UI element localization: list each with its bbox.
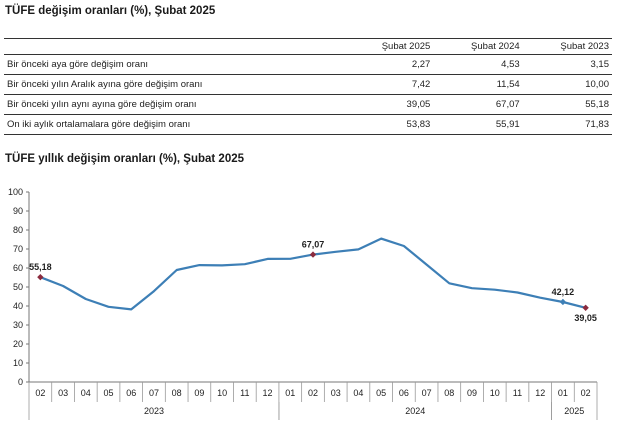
y-tick-label: 70 bbox=[13, 244, 23, 254]
chart-title: TÜFE yıllık değişim oranları (%), Şubat … bbox=[5, 153, 245, 165]
y-tick-label: 60 bbox=[13, 263, 23, 273]
rates-table: Şubat 2025 Şubat 2024 Şubat 2023 Bir önc… bbox=[4, 38, 612, 135]
data-point-marker bbox=[559, 298, 567, 306]
x-tick-label: 09 bbox=[194, 388, 204, 398]
x-tick-label: 11 bbox=[240, 388, 249, 398]
header-cell bbox=[4, 38, 344, 55]
table-cell: 71,83 bbox=[522, 114, 612, 135]
data-point-marker bbox=[582, 304, 589, 312]
year-label: 2024 bbox=[405, 406, 425, 416]
row-label: On iki aylık ortalamalara göre değişim o… bbox=[4, 114, 344, 135]
table-cell: 4,53 bbox=[433, 54, 523, 75]
row-label: Bir önceki aya göre değişim oranı bbox=[4, 54, 344, 75]
x-tick-label: 01 bbox=[558, 388, 568, 398]
year-label: 2025 bbox=[564, 406, 584, 416]
x-tick-label: 02 bbox=[35, 388, 45, 398]
row-label: Bir önceki yılın aynı ayına göre değişim… bbox=[4, 94, 344, 115]
x-tick-label: 01 bbox=[285, 388, 295, 398]
x-tick-label: 08 bbox=[444, 388, 454, 398]
y-tick-label: 30 bbox=[13, 320, 23, 330]
x-tick-label: 06 bbox=[126, 388, 136, 398]
x-tick-label: 08 bbox=[172, 388, 182, 398]
y-tick-label: 80 bbox=[13, 225, 23, 235]
table-row: On iki aylık ortalamalara göre değişim o… bbox=[4, 114, 612, 135]
x-tick-label: 12 bbox=[535, 388, 545, 398]
x-tick-label: 04 bbox=[353, 388, 363, 398]
x-tick-label: 03 bbox=[58, 388, 68, 398]
header-cell: Şubat 2025 bbox=[344, 38, 434, 55]
y-tick-label: 0 bbox=[18, 377, 23, 387]
x-tick-label: 10 bbox=[217, 388, 227, 398]
y-tick-label: 40 bbox=[13, 301, 23, 311]
data-point-marker bbox=[37, 273, 44, 281]
header-cell: Şubat 2023 bbox=[522, 38, 612, 55]
table-cell: 2,27 bbox=[344, 54, 434, 75]
table-cell: 55,18 bbox=[522, 94, 612, 115]
x-tick-label: 12 bbox=[263, 388, 273, 398]
x-tick-label: 11 bbox=[513, 388, 522, 398]
y-tick-label: 20 bbox=[13, 339, 23, 349]
data-label: 42,12 bbox=[552, 287, 575, 297]
x-tick-label: 07 bbox=[149, 388, 159, 398]
table-cell: 67,07 bbox=[433, 94, 523, 115]
table-cell: 11,54 bbox=[433, 74, 523, 95]
x-tick-label: 05 bbox=[376, 388, 386, 398]
y-tick-label: 50 bbox=[13, 282, 23, 292]
table-cell: 10,00 bbox=[522, 74, 612, 95]
data-point-marker bbox=[309, 251, 317, 258]
table-cell: 7,42 bbox=[344, 74, 434, 95]
y-tick-label: 10 bbox=[13, 358, 23, 368]
table-cell: 3,15 bbox=[522, 54, 612, 75]
y-tick-label: 90 bbox=[13, 206, 23, 216]
table-header-row: Şubat 2025 Şubat 2024 Şubat 2023 bbox=[4, 38, 612, 55]
table-cell: 55,91 bbox=[433, 114, 523, 135]
x-tick-label: 09 bbox=[467, 388, 477, 398]
year-label: 2023 bbox=[144, 406, 164, 416]
x-tick-label: 05 bbox=[104, 388, 114, 398]
x-tick-label: 03 bbox=[331, 388, 341, 398]
data-label: 55,18 bbox=[29, 262, 52, 272]
table-row: Bir önceki aya göre değişim oranı 2,27 4… bbox=[4, 54, 612, 75]
x-tick-label: 02 bbox=[308, 388, 318, 398]
data-label: 39,05 bbox=[574, 313, 597, 323]
x-tick-label: 07 bbox=[422, 388, 432, 398]
table-title: TÜFE değişim oranları (%), Şubat 2025 bbox=[5, 5, 216, 17]
header-cell: Şubat 2024 bbox=[433, 38, 523, 55]
table-cell: 39,05 bbox=[344, 94, 434, 115]
x-tick-label: 06 bbox=[399, 388, 409, 398]
table-cell: 53,83 bbox=[344, 114, 434, 135]
table-row: Bir önceki yılın Aralık ayına göre değiş… bbox=[4, 74, 612, 95]
table-row: Bir önceki yılın aynı ayına göre değişim… bbox=[4, 94, 612, 115]
y-tick-label: 100 bbox=[8, 187, 23, 197]
x-tick-label: 10 bbox=[490, 388, 500, 398]
x-tick-label: 02 bbox=[581, 388, 591, 398]
x-tick-label: 04 bbox=[81, 388, 91, 398]
row-label: Bir önceki yılın Aralık ayına göre değiş… bbox=[4, 74, 344, 95]
data-label: 67,07 bbox=[302, 240, 325, 250]
